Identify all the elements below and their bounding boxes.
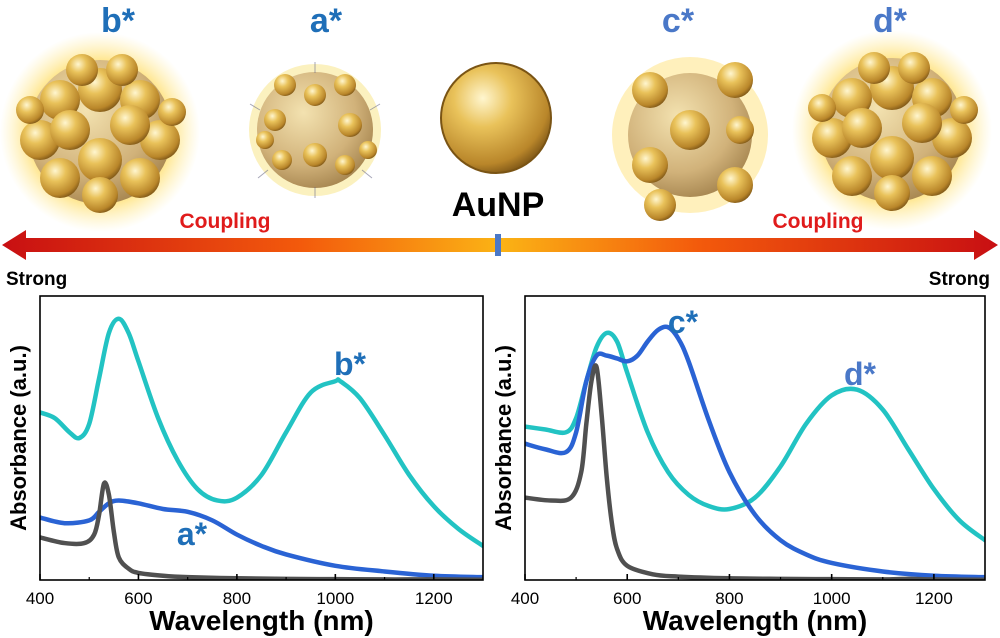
series-line-a xyxy=(40,498,483,580)
y-axis-label: Absorbance (a.u.) xyxy=(491,345,516,531)
x-tick-label: 1200 xyxy=(415,589,453,608)
label-b: b* xyxy=(101,2,136,40)
series-annotation-d: d* xyxy=(844,356,877,392)
plot-frame xyxy=(524,295,986,581)
center-marker xyxy=(495,234,501,256)
series-line-aunp xyxy=(40,480,483,580)
x-tick-label: 400 xyxy=(26,589,54,608)
x-tick-label: 1000 xyxy=(316,589,354,608)
x-tick-label: 1200 xyxy=(915,589,953,608)
x-tick-label: 600 xyxy=(613,589,641,608)
chart-left: 400 600 800 1000 1200 Wavelength (nm) Absorban… xyxy=(6,295,484,636)
series-line-aunp xyxy=(525,363,985,580)
chart-right: 400 600 800 1000 1200 Wavelength (nm) Absorban… xyxy=(491,295,986,636)
x-tick-label: 800 xyxy=(223,589,251,608)
aunp-label: AuNP xyxy=(452,186,545,224)
series-annotation-c: c* xyxy=(668,304,699,340)
plot-frame xyxy=(39,295,484,581)
x-axis-label: Wavelength (nm) xyxy=(643,605,868,636)
label-c: c* xyxy=(662,2,695,40)
aunp-icon xyxy=(440,62,552,174)
y-axis-label: Absorbance (a.u.) xyxy=(6,345,31,531)
particle-a-icon xyxy=(249,62,381,198)
x-tick-label: 600 xyxy=(124,589,152,608)
schematic: b* a* c* d* AuNP Coupling Coupling Stron… xyxy=(0,2,998,290)
strong-left-label: Strong xyxy=(6,269,67,290)
series-line-b xyxy=(40,316,483,549)
particle-d-icon xyxy=(792,30,992,230)
series-annotation-b: b* xyxy=(334,346,367,382)
label-a: a* xyxy=(310,2,343,40)
x-tick-label: 1000 xyxy=(813,589,851,608)
x-tick-label: 800 xyxy=(715,589,743,608)
particle-b-icon xyxy=(0,32,200,232)
x-axis-label: Wavelength (nm) xyxy=(149,605,374,636)
strong-right-label: Strong xyxy=(929,269,990,290)
particle-c-icon xyxy=(612,57,768,221)
coupling-right-label: Coupling xyxy=(773,210,864,233)
series-annotation-a: a* xyxy=(177,516,208,552)
label-d: d* xyxy=(873,2,908,40)
series-line-c xyxy=(525,324,985,580)
coupling-left-label: Coupling xyxy=(180,210,271,233)
x-tick-label: 400 xyxy=(511,589,539,608)
